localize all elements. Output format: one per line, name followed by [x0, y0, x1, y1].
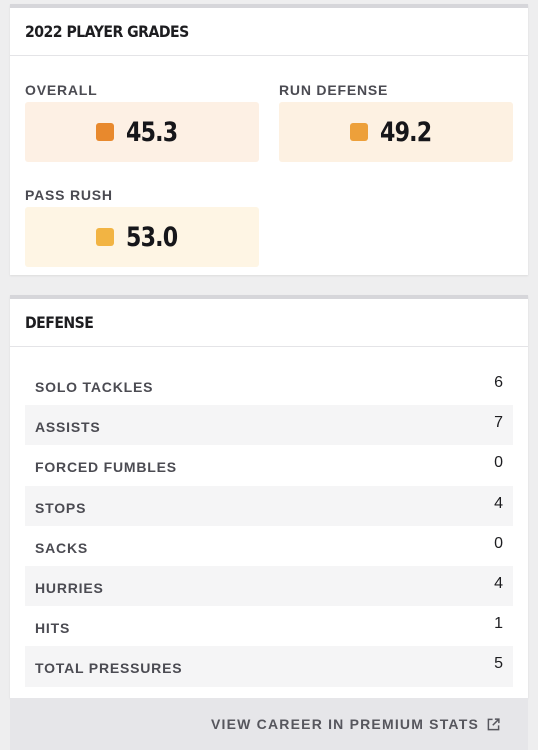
stat-value: 6 [494, 374, 503, 392]
stat-row-sacks: SACKS 0 [25, 526, 513, 566]
stat-value: 1 [494, 615, 503, 633]
stat-value: 5 [494, 655, 503, 673]
grade-value: 49.2 [380, 116, 432, 148]
stat-label: SOLO TACKLES [35, 379, 154, 396]
stat-label: FORCED FUMBLES [35, 459, 177, 476]
defense-card: DEFENSE SOLO TACKLES 6 ASSISTS 7 FORCED … [10, 295, 528, 698]
stat-value: 4 [494, 494, 503, 512]
grade-value-box: 45.3 [25, 102, 259, 162]
stat-label: SACKS [35, 539, 89, 556]
grade-value: 53.0 [126, 221, 178, 253]
grade-label: RUN DEFENSE [279, 82, 389, 98]
grades-grid: OVERALL 45.3 RUN DEFENSE 49.2 PASS RUSH … [10, 56, 528, 278]
grade-value-box: 53.0 [25, 207, 259, 267]
stat-label: HURRIES [35, 580, 104, 597]
stat-row-solo-tackles: SOLO TACKLES 6 [25, 365, 513, 405]
grade-color-swatch [96, 228, 114, 246]
stat-value: 0 [494, 454, 503, 472]
defense-header: DEFENSE [10, 299, 528, 347]
player-grades-title: 2022 PLAYER GRADES [25, 22, 189, 41]
stat-label: STOPS [35, 499, 87, 516]
stat-label: HITS [35, 620, 71, 637]
view-career-premium-stats-link[interactable]: VIEW CAREER IN PREMIUM STATS [211, 716, 500, 732]
stat-label: TOTAL PRESSURES [35, 660, 183, 677]
grade-color-swatch [350, 123, 368, 141]
grade-label: PASS RUSH [25, 187, 113, 203]
defense-title: DEFENSE [25, 313, 94, 332]
stat-row-stops: STOPS 4 [25, 485, 513, 526]
view-career-link-label: VIEW CAREER IN PREMIUM STATS [211, 716, 479, 732]
external-link-icon [487, 717, 500, 730]
premium-stats-footer: VIEW CAREER IN PREMIUM STATS [10, 698, 528, 750]
grade-overall: OVERALL 45.3 [25, 80, 259, 162]
stat-value: 7 [494, 414, 503, 432]
stat-value: 4 [494, 575, 503, 593]
stat-label: ASSISTS [35, 419, 101, 436]
stat-row-total-pressures: TOTAL PRESSURES 5 [25, 646, 513, 687]
grade-value-box: 49.2 [279, 102, 513, 162]
grade-pass-rush: PASS RUSH 53.0 [25, 185, 259, 267]
defense-stats-table: SOLO TACKLES 6 ASSISTS 7 FORCED FUMBLES … [10, 347, 528, 702]
stat-row-hits: HITS 1 [25, 606, 513, 646]
grade-color-swatch [96, 123, 114, 141]
grade-label: OVERALL [25, 82, 98, 98]
stat-row-hurries: HURRIES 4 [25, 565, 513, 607]
player-grades-header: 2022 PLAYER GRADES [10, 8, 528, 56]
stat-row-forced-fumbles: FORCED FUMBLES 0 [25, 445, 513, 485]
player-grades-card: 2022 PLAYER GRADES OVERALL 45.3 RUN DEFE… [10, 4, 528, 275]
stat-row-assists: ASSISTS 7 [25, 405, 513, 446]
grade-run-defense: RUN DEFENSE 49.2 [279, 80, 513, 162]
stat-value: 0 [494, 534, 503, 552]
grade-value: 45.3 [126, 116, 178, 148]
